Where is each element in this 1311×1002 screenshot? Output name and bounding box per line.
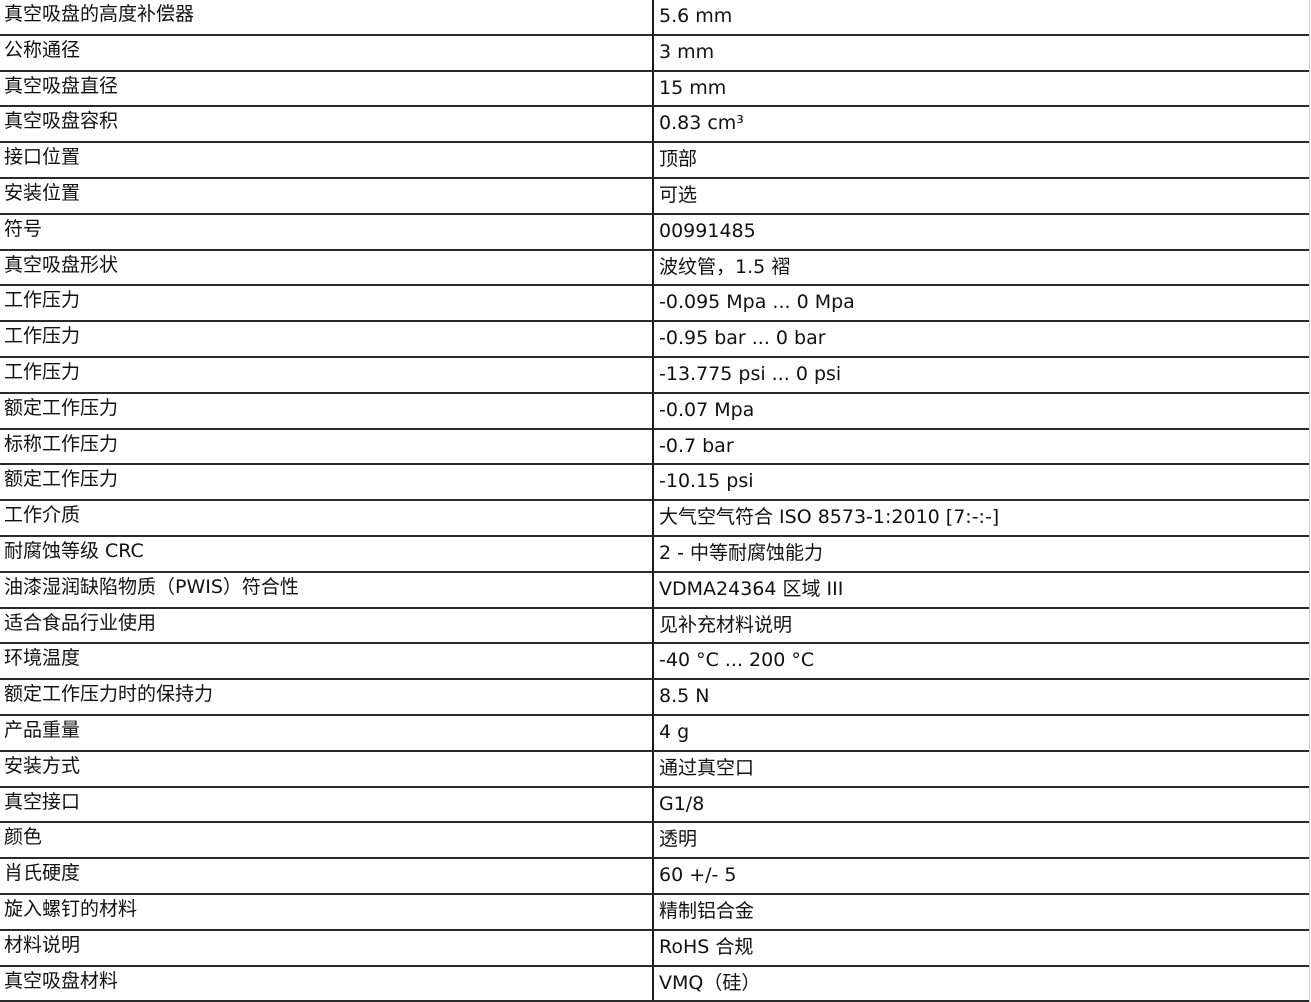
table-row: 接口位置 顶部 <box>0 143 1309 179</box>
spec-label: 工作压力 <box>0 357 654 392</box>
table-row: 工作压力 -0.95 bar ... 0 bar <box>0 322 1309 358</box>
spec-value: 8.5 N <box>659 685 710 708</box>
table-row: 工作压力 -0.095 Mpa ... 0 Mpa <box>0 286 1309 323</box>
table-row: 安装方式 通过真空口 <box>0 751 1309 788</box>
spec-value: 15 mm <box>659 76 727 99</box>
table-row: 安装位置 可选 <box>0 178 1309 215</box>
spec-label: 安装位置 <box>0 178 654 213</box>
table-row: 额定工作压力 -0.07 Mpa <box>0 393 1309 430</box>
spec-value: 大气空气符合 ISO 8573-1:2010 [7:-:-] <box>659 506 1000 529</box>
spec-value: 可选 <box>659 183 698 206</box>
spec-value: G1/8 <box>659 792 705 815</box>
spec-value: 60 +/- 5 <box>659 864 737 887</box>
spec-value: 5.6 mm <box>659 5 733 27</box>
spec-label: 接口位置 <box>0 143 654 177</box>
spec-value: 波纹管，1.5 褶 <box>659 255 791 278</box>
table-row: 耐腐蚀等级 CRC 2 - 中等耐腐蚀能力 <box>0 536 1309 573</box>
spec-value: -0.07 Mpa <box>659 398 755 421</box>
spec-value: 4 g <box>659 720 690 743</box>
table-row: 额定工作压力 -10.15 psi <box>0 465 1309 502</box>
spec-label: 额定工作压力 <box>0 393 654 428</box>
spec-label: 工作压力 <box>0 322 654 356</box>
spec-label: 真空接口 <box>0 787 654 822</box>
table-row: 旋入螺钉的材料 精制铝合金 <box>0 894 1309 931</box>
spec-label: 油漆湿润缺陷物质（PWIS）符合性 <box>0 572 654 607</box>
spec-label: 材料说明 <box>0 930 654 965</box>
table-row: 颜色 透明 <box>0 823 1309 860</box>
spec-label: 标称工作压力 <box>0 429 654 464</box>
table-row: 工作介质 大气空气符合 ISO 8573-1:2010 [7:-:-] <box>0 501 1309 537</box>
table-row: 产品重量 4 g <box>0 715 1309 752</box>
spec-label: 旋入螺钉的材料 <box>0 894 654 929</box>
table-row: 真空吸盘的高度补偿器 5.6 mm <box>0 0 1309 36</box>
spec-label: 环境温度 <box>0 644 654 679</box>
table-row: 真空接口 G1/8 <box>0 787 1309 824</box>
spec-label: 符号 <box>0 214 654 249</box>
table-row: 工作压力 -13.775 psi ... 0 psi <box>0 357 1309 394</box>
spec-value: -10.15 psi <box>659 470 754 493</box>
spec-label: 颜色 <box>0 823 654 858</box>
spec-value: -0.7 bar <box>659 434 734 457</box>
spec-value: VDMA24364 区域 III <box>659 577 844 600</box>
spec-label: 适合食品行业使用 <box>0 608 654 643</box>
table-row: 油漆湿润缺陷物质（PWIS）符合性 VDMA24364 区域 III <box>0 572 1309 609</box>
spec-label: 肖氏硬度 <box>0 859 654 893</box>
spec-label: 工作介质 <box>0 501 654 535</box>
spec-value: RoHS 合规 <box>659 935 754 958</box>
table-row: 符号 00991485 <box>0 214 1309 251</box>
spec-label: 真空吸盘材料 <box>0 966 654 1001</box>
spec-value: -40 °C ... 200 °C <box>659 649 815 672</box>
spec-label: 耐腐蚀等级 CRC <box>0 536 654 571</box>
table-row: 真空吸盘容积 0.83 cm³ <box>0 107 1309 144</box>
spec-value: VMQ（硅） <box>659 971 761 994</box>
table-row: 环境温度 -40 °C ... 200 °C <box>0 644 1309 681</box>
spec-value: -13.775 psi ... 0 psi <box>659 362 842 385</box>
spec-value: -0.095 Mpa ... 0 Mpa <box>659 291 855 314</box>
spec-label: 额定工作压力时的保持力 <box>0 680 654 714</box>
table-row: 标称工作压力 -0.7 bar <box>0 429 1309 466</box>
spec-value: 0.83 cm³ <box>659 112 744 135</box>
table-row: 真空吸盘直径 15 mm <box>0 71 1309 108</box>
table-row: 公称通径 3 mm <box>0 35 1309 72</box>
spec-value: 透明 <box>659 828 698 851</box>
table-row: 额定工作压力时的保持力 8.5 N <box>0 680 1309 716</box>
spec-value: -0.95 bar ... 0 bar <box>659 327 826 350</box>
spec-value: 见补充材料说明 <box>659 613 793 636</box>
spec-label: 真空吸盘容积 <box>0 107 654 142</box>
table-row: 肖氏硬度 60 +/- 5 <box>0 859 1309 895</box>
spec-label: 工作压力 <box>0 286 654 321</box>
spec-label: 安装方式 <box>0 751 654 786</box>
table-row: 适合食品行业使用 见补充材料说明 <box>0 608 1309 645</box>
spec-label: 公称通径 <box>0 35 654 70</box>
spec-value: 通过真空口 <box>659 756 755 779</box>
spec-label: 真空吸盘形状 <box>0 250 654 285</box>
spec-value: 3 mm <box>659 40 715 63</box>
spec-value: 顶部 <box>659 148 698 171</box>
spec-label: 产品重量 <box>0 715 654 750</box>
table-row: 真空吸盘材料 VMQ（硅） <box>0 966 1309 1002</box>
spec-value: 2 - 中等耐腐蚀能力 <box>659 541 824 564</box>
spec-value: 00991485 <box>659 219 756 242</box>
spec-label: 真空吸盘直径 <box>0 71 654 106</box>
spec-label: 真空吸盘的高度补偿器 <box>0 0 654 34</box>
spec-value: 精制铝合金 <box>659 899 755 922</box>
spec-label: 额定工作压力 <box>0 465 654 500</box>
table-row: 真空吸盘形状 波纹管，1.5 褶 <box>0 250 1309 287</box>
table-row: 材料说明 RoHS 合规 <box>0 930 1309 967</box>
